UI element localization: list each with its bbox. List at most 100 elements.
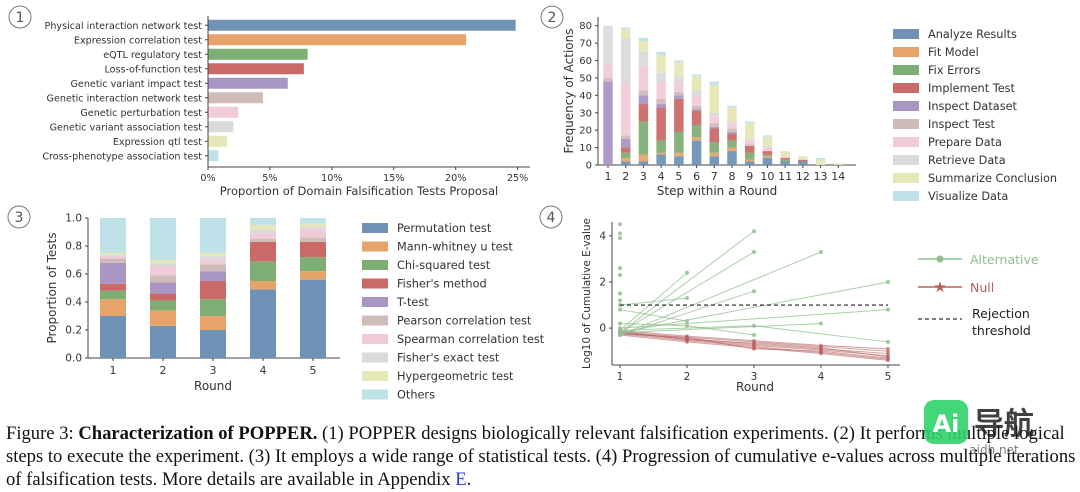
p2-bar-8-8	[727, 121, 737, 124]
p2-bar-8-9	[727, 107, 737, 122]
p4-legend-threshold-label: Rejection threshold	[972, 306, 1031, 338]
caption-title-c: .	[312, 423, 318, 444]
p2-bar-9-6	[744, 144, 755, 146]
p3-bar-1-5	[100, 262, 126, 284]
p2-bar-7-8	[709, 112, 720, 117]
p3-legend-label-9: Hypergeometric test	[397, 370, 514, 383]
p2-bar-10-2	[762, 156, 773, 159]
p1-bar-1	[208, 19, 516, 31]
p2-bar-6-3	[691, 124, 702, 138]
appendix-link[interactable]: E	[455, 469, 467, 490]
p3-bar-3-6	[200, 264, 226, 272]
p3-legend-swatch-6	[362, 315, 388, 326]
p4-x-tick-label-3: 3	[751, 371, 758, 383]
p1-x-tick-label-3: 15%	[383, 173, 404, 184]
p2-x-tick-label-9: 9	[746, 170, 753, 183]
p3-bar-2-3	[150, 300, 176, 311]
p2-bar-2-6	[620, 135, 631, 139]
p1-bar-5	[208, 77, 288, 89]
p2-x-tick-label-4: 4	[658, 170, 665, 183]
caption-text-1: (1) P	[317, 423, 359, 444]
p2-bar-3-10	[638, 37, 649, 42]
p2-bar-11-1	[780, 161, 790, 165]
p2-legend-swatch-8	[893, 155, 919, 165]
p2-bar-13-10	[815, 158, 826, 160]
p4-alt-point-14-1	[618, 231, 622, 236]
p3-bar-2-8	[150, 262, 176, 267]
p2-bar-7-9	[709, 84, 720, 113]
p2-bar-4-7	[656, 81, 666, 99]
p2-bar-13-9	[815, 159, 826, 165]
p3-bar-5-7	[300, 229, 326, 238]
p3-bar-5-4	[300, 241, 326, 258]
p2-y-tick-label-6: 60	[579, 56, 592, 67]
p2-legend-swatch-3	[893, 65, 919, 75]
p1-category-label-9: Expression qtl test	[113, 137, 202, 148]
p2-x-tick-label-2: 2	[622, 170, 629, 183]
p3-y-tick-label-0: 0.0	[65, 353, 82, 365]
p3-legend-label-7: Spearman correlation test	[397, 333, 545, 346]
p3-y-tick-label-2: 0.4	[65, 297, 82, 309]
p3-bar-4-1	[250, 289, 276, 358]
p2-legend-label-7: Prepare Data	[928, 136, 1002, 149]
p3-bar-2-5	[150, 282, 176, 294]
p2-y-tick-label-0: 0	[586, 161, 592, 172]
p2-legend-label-10: Visualize Data	[928, 190, 1008, 203]
p2-bar-4-10	[656, 51, 666, 56]
p3-legend-label-6: Pearson correlation test	[397, 315, 532, 328]
p2-legend-label-4: Implement Test	[928, 82, 1016, 95]
p4-null-point-8-2	[685, 335, 689, 340]
p4-alt-point-16-1	[618, 266, 622, 271]
p3-bar-3-1	[200, 330, 226, 358]
p3-bar-1-2	[100, 299, 126, 316]
p2-legend-swatch-5	[893, 101, 919, 111]
p2-bar-5-4	[674, 98, 684, 132]
p2-bar-5-1	[674, 156, 684, 165]
p2-bar-10-3	[762, 154, 773, 157]
p2-bar-8-10	[727, 105, 737, 108]
panel-label-circle-2	[540, 5, 564, 29]
caption-title-b: OPPER	[249, 423, 313, 444]
p3-bar-3-10	[200, 218, 226, 253]
p4-alt-point-1-2	[752, 229, 756, 234]
p4-alt-line-4	[619, 251, 822, 336]
p4-alt-point-9-2	[819, 321, 823, 326]
p2-bar-12-4	[798, 159, 808, 162]
p3-bar-3-3	[200, 299, 226, 316]
p2-bar-10-7	[762, 147, 773, 152]
p4-null-point-8-4	[819, 349, 823, 353]
p2-bar-6-1	[691, 140, 702, 165]
p2-bar-6-4	[691, 111, 702, 125]
p3-legend-swatch-7	[362, 334, 388, 344]
p2-bar-2-8	[620, 37, 631, 84]
p3-bar-5-1	[300, 279, 326, 358]
p4-alt-point-13-1	[618, 222, 622, 227]
p4-alt-point-11-3	[752, 333, 756, 338]
p1-x-tick-label-2: 10%	[321, 173, 342, 184]
p2-legend-label-9: Summarize Conclusion	[928, 172, 1057, 185]
p2-bar-10-9	[762, 137, 773, 146]
p4-alt-point-11-1	[618, 321, 622, 326]
p2-bar-2-4	[620, 147, 631, 153]
p3-bar-2-4	[150, 293, 176, 301]
p2-x-tick-label-14: 14	[831, 170, 845, 183]
p2-bar-9-7	[744, 140, 755, 145]
p2-bar-3-3	[638, 121, 649, 155]
p2-legend-swatch-10	[893, 191, 919, 201]
p2-bar-5-9	[674, 62, 684, 77]
watermark-logo: Ai 导航 aidh.net	[924, 400, 1034, 457]
p3-bar-3-8	[200, 255, 226, 260]
p2-bar-4-5	[656, 104, 666, 108]
panel-label-circle-4	[539, 205, 563, 229]
watermark-text-b: 导航	[974, 407, 1034, 442]
p2-x-tick-label-6: 6	[693, 170, 700, 183]
p2-bar-7-1	[709, 156, 720, 165]
p2-bar-11-9	[780, 151, 790, 157]
p3-bar-2-6	[150, 275, 176, 283]
p3-bar-3-2	[200, 316, 226, 330]
p4-alt-line-6	[619, 290, 755, 336]
p2-bar-11-4	[780, 158, 790, 160]
p3-legend-swatch-1	[362, 223, 388, 233]
panel-3-stacked-proportion-chart: 3 1 2 3 4 5 0.0 0.2 0.4 0.6 0.8 1.0 Round Proportion …	[7, 205, 545, 402]
p4-alt-point-4-2	[819, 249, 823, 254]
